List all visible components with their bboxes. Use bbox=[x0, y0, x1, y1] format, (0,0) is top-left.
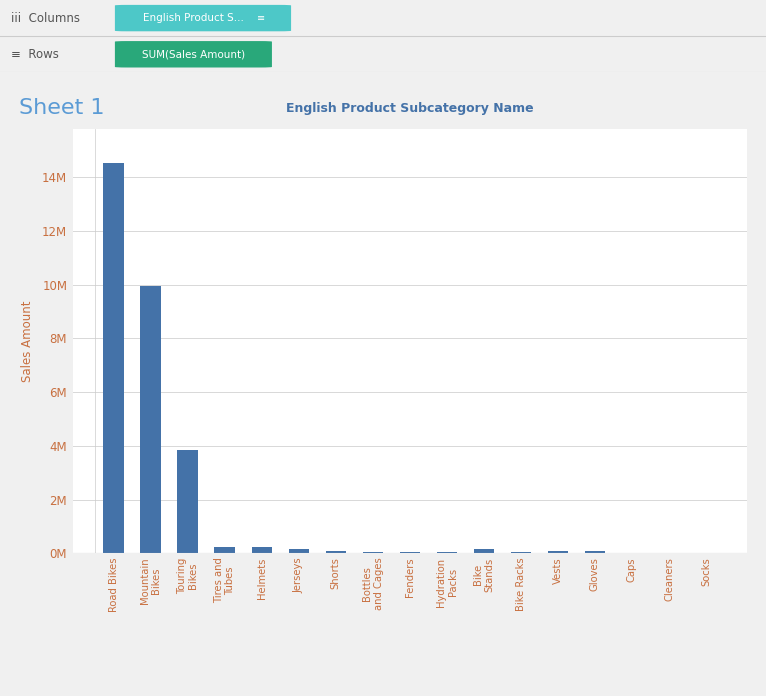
Bar bbox=[251, 547, 272, 553]
Bar bbox=[548, 551, 568, 553]
Text: English Product S...: English Product S... bbox=[143, 13, 244, 23]
Bar bbox=[326, 551, 346, 553]
Text: Sheet 1: Sheet 1 bbox=[19, 97, 105, 118]
Bar bbox=[511, 552, 531, 553]
FancyBboxPatch shape bbox=[115, 5, 291, 31]
Bar bbox=[362, 552, 383, 553]
Bar bbox=[214, 547, 235, 553]
Bar bbox=[400, 552, 420, 553]
Bar bbox=[178, 450, 198, 553]
Text: English Product Subcategory Name: English Product Subcategory Name bbox=[286, 102, 534, 115]
Bar bbox=[437, 552, 457, 553]
Bar bbox=[584, 551, 605, 553]
FancyBboxPatch shape bbox=[115, 41, 272, 68]
Bar bbox=[289, 548, 309, 553]
Text: ≡: ≡ bbox=[257, 13, 265, 23]
Bar bbox=[473, 549, 494, 553]
Bar bbox=[103, 163, 124, 553]
Text: ≡  Rows: ≡ Rows bbox=[11, 48, 60, 61]
Bar bbox=[140, 286, 161, 553]
Text: SUM(Sales Amount): SUM(Sales Amount) bbox=[142, 49, 245, 59]
Text: iii  Columns: iii Columns bbox=[11, 12, 80, 24]
Y-axis label: Sales Amount: Sales Amount bbox=[21, 300, 34, 382]
